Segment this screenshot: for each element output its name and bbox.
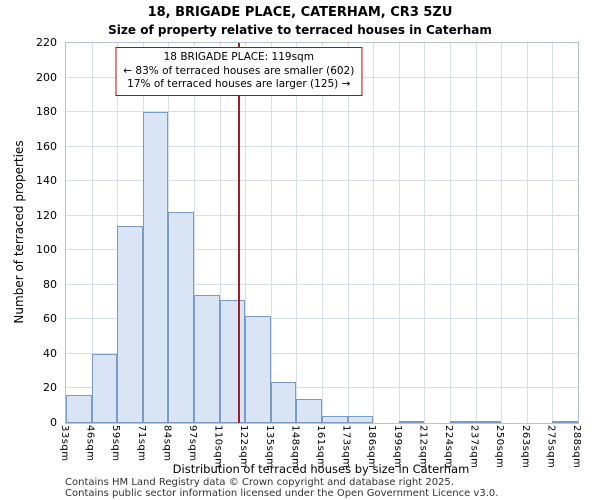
y-tick-label: 120	[36, 208, 57, 222]
histogram-bar	[194, 295, 220, 423]
histogram-bar	[322, 416, 348, 423]
x-tick-label: 135sqm	[263, 425, 275, 469]
y-tick-label: 20	[43, 381, 57, 395]
histogram-bar	[270, 381, 297, 423]
y-tick-label: 180	[36, 105, 57, 119]
footer-attribution-line2: Contains public sector information licen…	[65, 488, 499, 499]
histogram-bar	[168, 212, 194, 423]
y-tick-label: 100	[36, 243, 57, 257]
annotation-line-1: 18 BRIGADE PLACE: 119sqm	[163, 51, 314, 63]
histogram-bar	[117, 226, 143, 423]
histogram-bar	[475, 421, 502, 423]
x-tick-label: 110sqm	[212, 425, 224, 469]
y-tick-label: 80	[43, 277, 57, 291]
plot-area	[65, 42, 579, 424]
y-tick-label: 140	[36, 174, 57, 188]
annotation-box: 18 BRIGADE PLACE: 119sqm ← 83% of terrac…	[115, 47, 363, 96]
histogram-bar	[347, 416, 374, 423]
y-axis-ticks: 0 20 40 60 80 100 120 140 160 180 200 220	[3, 36, 61, 429]
y-tick-label: 160	[36, 139, 57, 153]
histogram-bar	[245, 315, 271, 423]
x-tick-label: 71sqm	[135, 425, 147, 462]
annotation-line-3: 17% of terraced houses are larger (125) …	[127, 78, 351, 91]
x-tick-label: 173sqm	[340, 425, 352, 469]
x-tick-label: 288sqm	[571, 425, 582, 469]
x-tick-label: 212sqm	[417, 425, 429, 469]
y-tick-label: 220	[36, 36, 57, 49]
footer-attribution-line1: Contains HM Land Registry data © Crown c…	[65, 477, 454, 488]
chart-subtitle: Size of property relative to terraced ho…	[108, 23, 492, 37]
y-tick-label: 40	[43, 346, 57, 360]
x-tick-label: 148sqm	[289, 425, 301, 469]
histogram-bar	[219, 300, 246, 423]
y-tick-label: 0	[50, 416, 57, 429]
histogram-bar	[552, 421, 578, 423]
histogram-bar	[398, 421, 425, 423]
histogram-bar	[142, 112, 169, 423]
histogram-bar	[450, 421, 476, 423]
y-tick-label: 200	[36, 70, 57, 84]
y-tick-label: 60	[43, 312, 57, 326]
annotation-line-2: ← 83% of terraced houses are smaller (60…	[123, 64, 355, 77]
x-tick-label: 46sqm	[84, 425, 96, 462]
x-tick-label: 199sqm	[391, 425, 403, 469]
property-marker-line	[237, 43, 240, 423]
x-tick-label: 250sqm	[494, 425, 506, 469]
x-tick-label: 84sqm	[161, 425, 173, 462]
x-tick-label: 97sqm	[187, 425, 198, 462]
chart-title: 18, BRIGADE PLACE, CATERHAM, CR3 5ZU	[147, 5, 453, 20]
x-tick-label: 161sqm	[315, 425, 326, 469]
x-axis-label: Distribution of terraced houses by size …	[172, 462, 470, 476]
x-tick-label: 59sqm	[110, 425, 122, 462]
x-tick-label: 224sqm	[443, 425, 454, 469]
histogram-bar	[91, 353, 118, 423]
x-tick-label: 237sqm	[468, 425, 480, 469]
x-tick-label: 122sqm	[238, 425, 250, 469]
x-tick-label: 275sqm	[545, 425, 557, 469]
x-tick-label: 33sqm	[59, 425, 70, 462]
histogram-bar	[66, 395, 92, 423]
histogram-bar	[296, 398, 322, 423]
x-axis-ticks: 33sqm 46sqm 59sqm 71sqm 84sqm 97sqm 110sqm 122s…	[59, 425, 582, 469]
x-tick-label: 186sqm	[366, 425, 378, 469]
x-tick-label: 263sqm	[519, 425, 531, 469]
